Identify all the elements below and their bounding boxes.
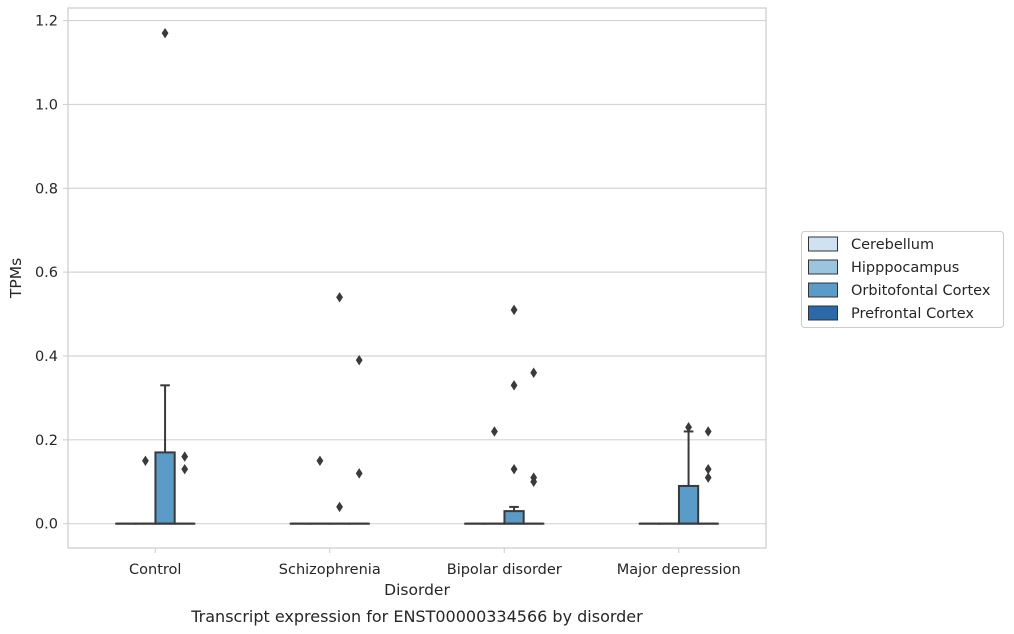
legend-label: Orbitofontal Cortex	[851, 283, 991, 299]
box-orbitofontal-cortex	[503, 505, 525, 525]
outlier-point	[530, 476, 538, 487]
outlier-point	[704, 463, 712, 475]
outlier-point	[685, 422, 692, 433]
chart-caption: Transcript expression for ENST0000033456…	[190, 607, 643, 626]
outlier-point	[336, 292, 343, 303]
outlier-point	[142, 455, 149, 466]
outlier-point	[181, 451, 189, 462]
x-axis-ticks: Control Schizophrenia Bipolar disorder Majo…	[129, 548, 741, 578]
x-tick-label: Bipolar disorder	[447, 562, 562, 578]
box-body	[154, 451, 176, 525]
legend-swatch	[808, 236, 838, 252]
plot-frame	[67, 7, 767, 549]
outliers	[142, 27, 712, 513]
box-body	[503, 510, 525, 525]
outlier-point	[510, 304, 518, 316]
outlier-point	[181, 463, 189, 475]
outlier-point	[161, 27, 169, 39]
grid-lines	[68, 19, 766, 525]
y-axis-label: TPMs	[7, 258, 25, 299]
box-orbitofontal-cortex	[154, 384, 176, 525]
y-tick-label: 1.0	[35, 97, 58, 113]
outlier-point	[355, 354, 363, 366]
y-tick-label: 0.6	[35, 265, 58, 281]
outlier-point	[530, 367, 538, 378]
legend-label: Cerebellum	[851, 237, 934, 253]
outlier-point	[355, 468, 363, 479]
legend-items: Cerebellum Hipppocampus Orbitofontal Corte…	[808, 236, 991, 322]
y-tick-label: 0.2	[35, 433, 58, 449]
outlier-point	[510, 380, 518, 391]
y-tick-label: 0.8	[35, 181, 58, 197]
legend-label: Hipppocampus	[851, 260, 959, 276]
outlier-point	[316, 455, 324, 466]
x-tick-label: Major depression	[617, 562, 741, 578]
y-tick-label: 1.2	[35, 14, 58, 30]
outlier-point	[704, 472, 712, 483]
legend: Cerebellum Hipppocampus Orbitofontal Corte…	[801, 231, 1004, 328]
x-tick-label: Schizophrenia	[279, 562, 381, 578]
y-tick-label: 0.0	[35, 517, 58, 533]
outlier-point	[510, 463, 518, 475]
outlier-point	[491, 426, 498, 437]
outlier-point	[336, 501, 343, 513]
x-axis-label: Disorder	[384, 581, 450, 599]
legend-swatch	[808, 305, 838, 321]
y-axis-ticks: 0.0 0.2 0.4 0.6 0.8 1.0 1.2	[35, 14, 68, 533]
outlier-point	[704, 426, 712, 437]
box-orbitofontal-cortex	[677, 430, 700, 525]
legend-swatch	[808, 282, 838, 298]
boxes	[115, 384, 719, 525]
legend-swatch	[808, 259, 838, 275]
legend-frame	[801, 231, 1004, 328]
legend-label: Prefrontal Cortex	[851, 306, 974, 322]
x-tick-label: Control	[129, 562, 181, 578]
y-tick-label: 0.4	[35, 349, 58, 365]
box-body	[677, 484, 700, 525]
